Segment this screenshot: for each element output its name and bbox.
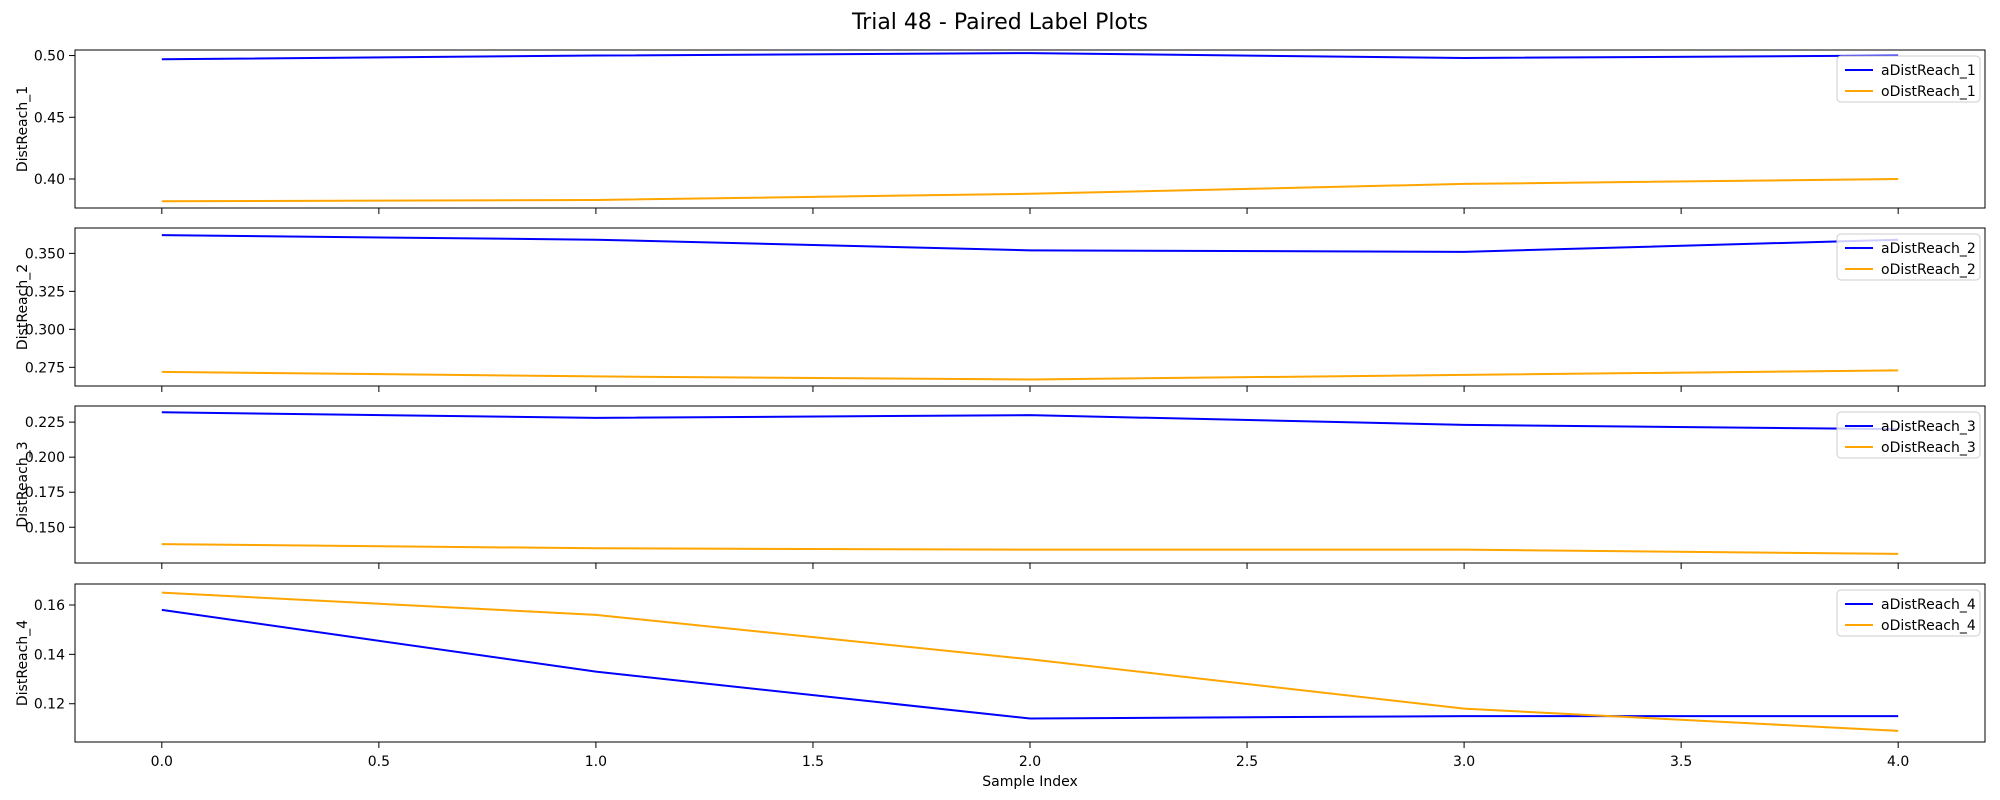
x-tick-label: 0.0	[151, 754, 173, 770]
plot-frame	[74, 583, 1986, 743]
legend: aDistReach_1 oDistReach_1	[1836, 55, 1981, 103]
plot-frame	[74, 49, 1986, 209]
y-axis-label: DistReach_2	[15, 264, 31, 350]
legend: aDistReach_4 oDistReach_4	[1836, 589, 1981, 637]
subplot-4: 0.12 0.14 0.16 0.0 0.5 1.0 1.5 2.0 2.5 3.0 3.5 4.0 D…	[15, 583, 1986, 770]
y-tick-label: 0.16	[34, 598, 65, 614]
x-tick-label: 1.5	[802, 754, 824, 770]
plot-frame	[74, 227, 1986, 387]
x-tick-label: 4.0	[1887, 754, 1909, 770]
y-tick-label: 0.350	[25, 246, 65, 262]
y-tick-label: 0.14	[34, 647, 65, 663]
x-tick-label: 3.5	[1670, 754, 1692, 770]
y-axis-label: DistReach_3	[15, 441, 31, 527]
series-line-oDistReach_4	[161, 591, 1899, 732]
chart-title: Trial 48 - Paired Label Plots	[851, 10, 1149, 35]
y-tick-label: 0.150	[25, 520, 65, 536]
series-line-aDistReach_2	[161, 234, 1899, 253]
series-line-aDistReach_3	[161, 411, 1899, 431]
x-tick-label: 2.0	[1019, 754, 1041, 770]
y-tick-label: 0.225	[25, 415, 65, 431]
y-tick-label: 0.200	[25, 450, 65, 466]
y-tick-label: 0.175	[25, 485, 65, 501]
legend-label: oDistReach_4	[1881, 618, 1976, 634]
y-tick-label: 0.275	[25, 360, 65, 376]
y-axis-label: DistReach_1	[15, 86, 31, 172]
legend-label: aDistReach_1	[1881, 63, 1976, 79]
y-tick-label: 0.40	[34, 172, 65, 188]
subplot-1: 0.40 0.45 0.50 DistReach_1 aDistReach_1 oDist…	[15, 49, 1986, 214]
legend-label: oDistReach_3	[1881, 440, 1976, 456]
y-tick-label: 0.45	[34, 110, 65, 126]
subplot-3: 0.150 0.175 0.200 0.225 DistReach_3 aDistReac…	[15, 405, 1986, 569]
x-tick-label: 1.0	[585, 754, 607, 770]
legend: aDistReach_3 oDistReach_3	[1836, 411, 1981, 459]
legend-label: oDistReach_1	[1881, 84, 1976, 100]
y-tick-label: 0.12	[34, 697, 65, 713]
x-tick-label: 2.5	[1236, 754, 1258, 770]
legend-label: aDistReach_4	[1881, 597, 1976, 613]
series-line-oDistReach_3	[161, 543, 1899, 555]
x-tick-label: 3.0	[1453, 754, 1475, 770]
legend-label: aDistReach_2	[1881, 241, 1976, 257]
legend-label: oDistReach_2	[1881, 262, 1976, 278]
subplot-2: 0.275 0.300 0.325 0.350 DistReach_2 aDistReac…	[15, 227, 1986, 392]
y-tick-label: 0.300	[25, 322, 65, 338]
legend-label: aDistReach_3	[1881, 419, 1976, 435]
x-tick-label: 0.5	[368, 754, 390, 770]
plot-frame	[74, 405, 1986, 564]
y-axis-label: DistReach_4	[15, 620, 31, 706]
y-tick-label: 0.325	[25, 284, 65, 300]
series-line-oDistReach_2	[161, 369, 1899, 381]
legend: aDistReach_2 oDistReach_2	[1836, 233, 1981, 281]
series-line-aDistReach_1	[161, 52, 1899, 61]
x-axis-label: Sample Index	[982, 774, 1077, 790]
series-line-aDistReach_4	[161, 608, 1899, 720]
series-line-oDistReach_1	[161, 177, 1899, 203]
y-tick-label: 0.50	[34, 49, 65, 65]
